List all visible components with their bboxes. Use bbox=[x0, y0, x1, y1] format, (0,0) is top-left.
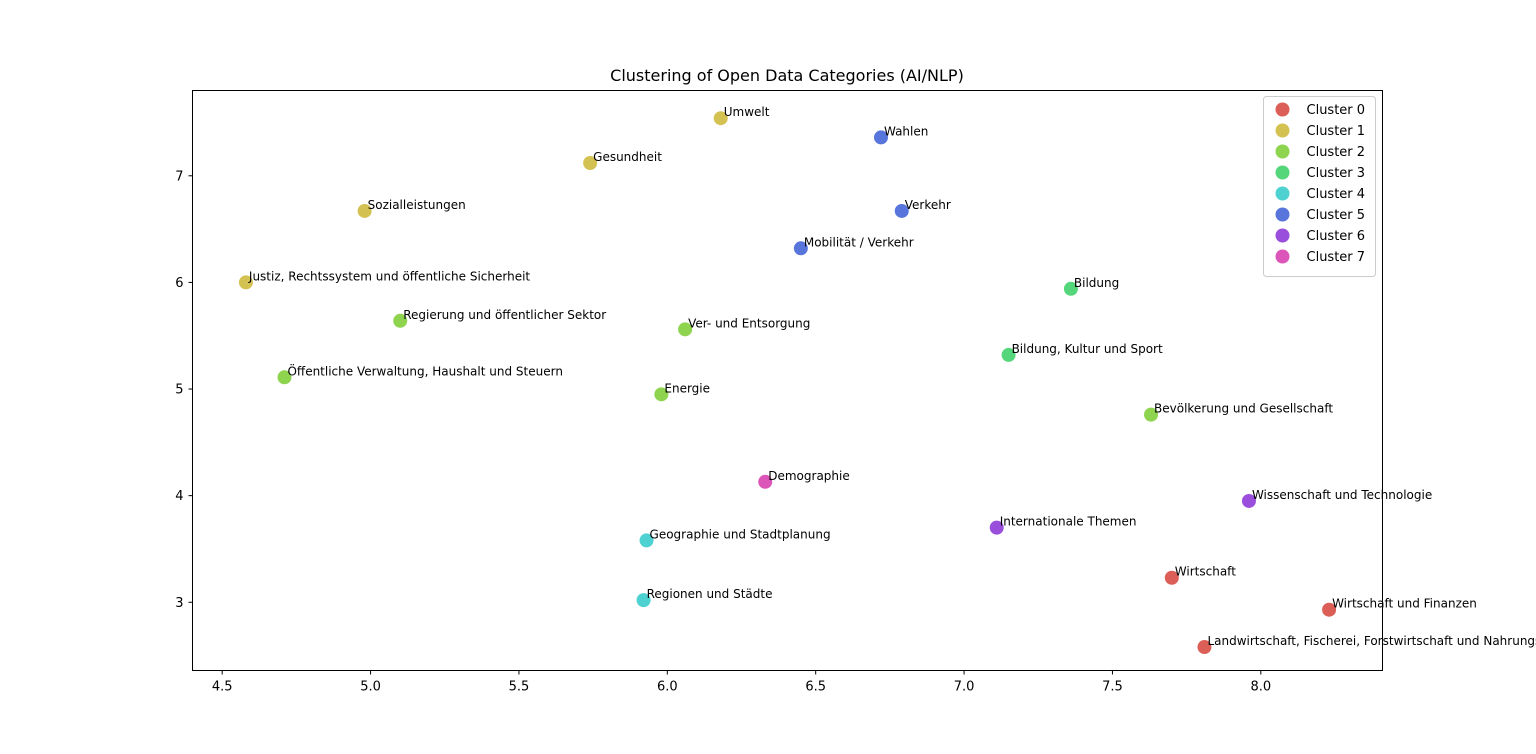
legend-box bbox=[1263, 96, 1376, 277]
x-tick-label: 4.5 bbox=[212, 680, 233, 695]
x-tick-label: 5.0 bbox=[360, 680, 381, 695]
point-label: Öffentliche Verwaltung, Haushalt und Ste… bbox=[287, 362, 562, 378]
point-label: Justiz, Rechtssystem und öffentliche Sic… bbox=[248, 269, 530, 283]
plot-frame bbox=[192, 90, 1383, 671]
legend-marker bbox=[1275, 102, 1290, 117]
point-label: Regierung und öffentlicher Sektor bbox=[403, 308, 606, 322]
data-point bbox=[793, 241, 808, 256]
point-label: Mobilität / Verkehr bbox=[804, 235, 914, 249]
point-label: Ver- und Entsorgung bbox=[688, 316, 810, 330]
data-point bbox=[1001, 347, 1016, 362]
data-point bbox=[636, 593, 651, 608]
legend-marker bbox=[1275, 165, 1290, 180]
chart-title: Clustering of Open Data Categories (AI/N… bbox=[610, 66, 964, 85]
point-labels: Wirtschaft Wirtschaft und Finanzen Landwir… bbox=[248, 105, 1536, 648]
axes: 4.5 5.0 5.5 6.0 6.5 7.0 7.5 8.0 3 4 5 6 7 bbox=[175, 169, 1271, 694]
legend-marker bbox=[1275, 144, 1290, 159]
data-point bbox=[277, 370, 292, 385]
point-label: Landwirtschaft, Fischerei, Forstwirtscha… bbox=[1207, 634, 1536, 648]
point-label: Umwelt bbox=[724, 105, 770, 119]
y-tick-label: 6 bbox=[175, 276, 183, 291]
point-label: Bildung, Kultur und Sport bbox=[1012, 342, 1163, 356]
point-label: Wahlen bbox=[884, 124, 928, 138]
x-tick-label: 6.0 bbox=[657, 680, 678, 695]
point-label: Gesundheit bbox=[593, 150, 662, 164]
legend-label: Cluster 0 bbox=[1307, 103, 1366, 118]
y-tick-label: 5 bbox=[175, 383, 183, 398]
data-points bbox=[238, 111, 1337, 655]
y-tick-label: 3 bbox=[175, 596, 183, 611]
x-tick-label: 8.0 bbox=[1250, 680, 1271, 695]
legend-marker bbox=[1275, 123, 1290, 138]
data-point bbox=[1144, 407, 1159, 422]
point-label: Energie bbox=[664, 381, 710, 395]
legend-label: Cluster 3 bbox=[1307, 166, 1366, 181]
x-tick-label: 7.5 bbox=[1102, 680, 1123, 695]
data-point bbox=[393, 313, 408, 328]
legend-label: Cluster 4 bbox=[1307, 187, 1366, 202]
data-point bbox=[1063, 281, 1078, 296]
data-point bbox=[639, 533, 654, 548]
legend-marker bbox=[1275, 249, 1290, 264]
data-point bbox=[1241, 493, 1256, 508]
data-point bbox=[1197, 640, 1212, 655]
data-point bbox=[758, 474, 773, 489]
data-point bbox=[1164, 570, 1179, 585]
point-label: Wirtschaft bbox=[1175, 565, 1236, 579]
point-label: Bevölkerung und Gesellschaft bbox=[1154, 402, 1333, 416]
legend-label: Cluster 7 bbox=[1307, 250, 1366, 265]
x-tick-label: 5.5 bbox=[509, 680, 530, 695]
legend-label: Cluster 1 bbox=[1307, 124, 1366, 139]
legend-label: Cluster 5 bbox=[1307, 208, 1366, 223]
data-point bbox=[654, 387, 669, 402]
point-label: Regionen und Städte bbox=[647, 587, 773, 601]
legend-marker bbox=[1275, 186, 1290, 201]
data-point bbox=[678, 322, 693, 337]
x-tick-label: 6.5 bbox=[805, 680, 826, 695]
legend-label: Cluster 2 bbox=[1307, 145, 1366, 160]
point-label: Demographie bbox=[768, 469, 850, 483]
legend-label: Cluster 6 bbox=[1307, 229, 1366, 244]
legend-marker bbox=[1275, 207, 1290, 222]
data-point bbox=[713, 111, 728, 126]
point-label: Sozialleistungen bbox=[368, 198, 466, 212]
legend-marker bbox=[1275, 228, 1290, 243]
data-point bbox=[1322, 602, 1337, 617]
point-label: Wirtschaft und Finanzen bbox=[1332, 597, 1477, 611]
point-label: Geographie und Stadtplanung bbox=[650, 527, 831, 541]
y-tick-label: 4 bbox=[175, 489, 183, 504]
point-label: Internationale Themen bbox=[1000, 515, 1137, 529]
x-tick-label: 7.0 bbox=[954, 680, 975, 695]
point-label: Wissenschaft und Technologie bbox=[1252, 488, 1432, 502]
data-point bbox=[873, 130, 888, 145]
data-point bbox=[583, 156, 598, 170]
point-label: Verkehr bbox=[905, 198, 951, 212]
data-point bbox=[989, 520, 1004, 535]
data-point bbox=[357, 203, 372, 218]
data-point bbox=[894, 203, 909, 218]
y-tick-label: 7 bbox=[175, 169, 183, 184]
legend: Cluster 0 Cluster 1 Cluster 2 Cluster 3 Clus… bbox=[1263, 96, 1376, 277]
data-point bbox=[238, 275, 253, 290]
point-label: Bildung bbox=[1074, 276, 1119, 290]
